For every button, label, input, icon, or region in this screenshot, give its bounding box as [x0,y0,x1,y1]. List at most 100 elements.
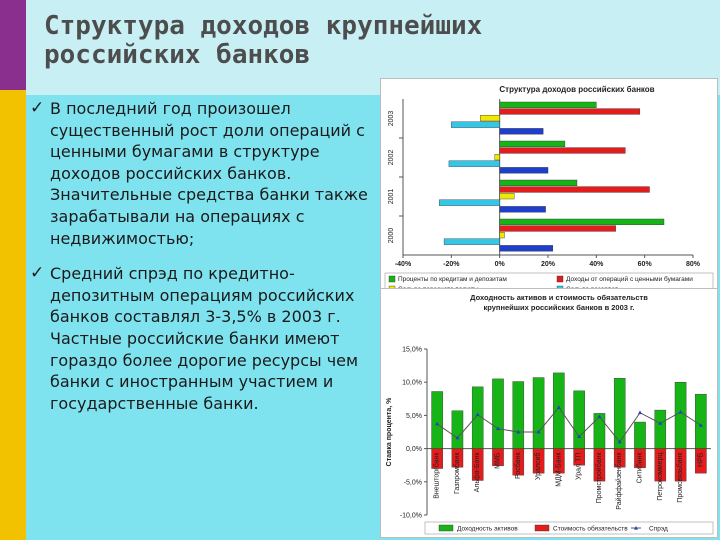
bullet-text: Средний спрэд по кредитно-депозитным опе… [50,264,359,413]
bullet-text: В последний год произошел существенный р… [50,99,368,248]
y-axis-label: Ставка процента, % [386,397,393,466]
bar [573,390,585,449]
spread-point [455,435,460,440]
bar [499,186,650,193]
spread-point [516,429,521,434]
category-label: 2001 [388,189,395,205]
spread-point [678,409,683,414]
income-structure-chart-svg: Структура доходов российских банков 2003 2… [384,85,714,308]
x-tick-label: 60% [638,261,653,268]
bar [480,115,500,122]
bar [499,108,641,115]
bar [553,372,565,449]
bar [431,448,443,469]
bar [499,101,597,109]
x-tick-label: -20% [443,261,460,268]
yield-cost-chart-svg: Доходность активов и стоимость обязатель… [386,293,714,535]
category-label: Ситибанк [636,452,644,484]
checkmark-icon: ✓ [30,263,45,284]
y-tick-label: 15,0% [402,347,422,354]
bar [499,218,665,226]
bar [695,448,707,474]
bar [499,206,546,213]
y-tick-label: 5,0% [406,413,422,420]
bar [492,378,504,449]
bar [674,381,687,449]
bar [532,448,545,474]
category-label: Уралсиб [534,453,542,480]
legend-label: Проценты по кредитам и депозитам [398,276,507,283]
bar [492,448,504,467]
category-label: МДМ-Банк [555,452,562,487]
category-label: Промстройбанк [595,452,603,504]
category-label: 2002 [388,150,395,166]
spread-point [556,405,561,409]
x-tick-label: 20% [541,261,556,268]
bar [613,378,626,449]
legend-label: Доходы от операций с ценными бумагами [566,275,693,283]
bar [674,448,687,482]
legend-swatch [556,275,564,283]
category-label: Райффайзенбанк [615,452,623,510]
legend-box [424,521,714,535]
legend-label: Доходность активов [457,526,518,533]
bar [512,381,525,449]
yield-cost-chart: Доходность активов и стоимость обязатель… [380,288,718,538]
bar [654,448,667,482]
title-line: российских банков [44,40,311,70]
bar [593,448,606,482]
bar [695,393,707,449]
bullet-item: ✓ В последний год произошел существенный… [30,98,370,249]
bar [499,147,626,154]
bar [451,448,464,468]
bullet-item: ✓ Средний спрэд по кредитно-депозитным о… [30,263,370,414]
spread-point [435,421,440,426]
checkmark-icon: ✓ [30,98,45,118]
title-line: Структура доходов крупнейших [44,11,483,41]
category-label: Петрокоммерц [657,453,664,501]
category-label: 2003 [388,111,395,127]
bar [593,413,606,449]
bar [613,448,626,468]
bar [553,448,565,474]
x-tick-label: 80% [686,261,701,268]
bullet-list: ✓ В последний год произошел существенный… [30,98,370,428]
spread-point [577,434,582,439]
legend-swatch [634,526,638,530]
bar [499,231,505,239]
bar [499,128,544,135]
y-tick-label: 10,0% [402,380,422,387]
y-tick-label: -10,0% [400,513,422,520]
bar [634,421,646,449]
bar [499,225,616,232]
legend-label: Стоимость обязательств [553,525,628,533]
bar [512,448,525,476]
bar [499,192,515,200]
bar [532,377,545,449]
income-structure-chart: Структура доходов российских банков 2003 2… [380,78,718,312]
left-accent-bar [0,0,26,540]
bar [499,245,554,252]
spread-point [475,412,480,417]
spread-point [536,429,541,434]
legend-swatch [438,524,454,532]
spread-point [698,423,703,427]
spread-point [638,410,642,415]
chart-title: Структура доходов российских банков [499,85,654,94]
bar [431,391,443,449]
spread-point [597,414,602,419]
bar [499,179,578,187]
chart-title: Доходность активов и стоимость обязатель… [470,293,648,302]
category-label: Альфа-Банк [474,452,481,493]
bar [573,448,585,466]
slide-title: Структура доходов крупнейших российских … [44,12,604,70]
bar [471,448,484,481]
category-label: 2000 [388,228,395,244]
bar [451,410,464,449]
spread-point [658,421,663,425]
bar [634,448,646,469]
category-label: Промсвязьбанк [676,452,684,503]
y-tick-label: -5,0% [404,479,422,486]
chart-title: крупнейших российских банков в 2003 г. [484,303,635,312]
